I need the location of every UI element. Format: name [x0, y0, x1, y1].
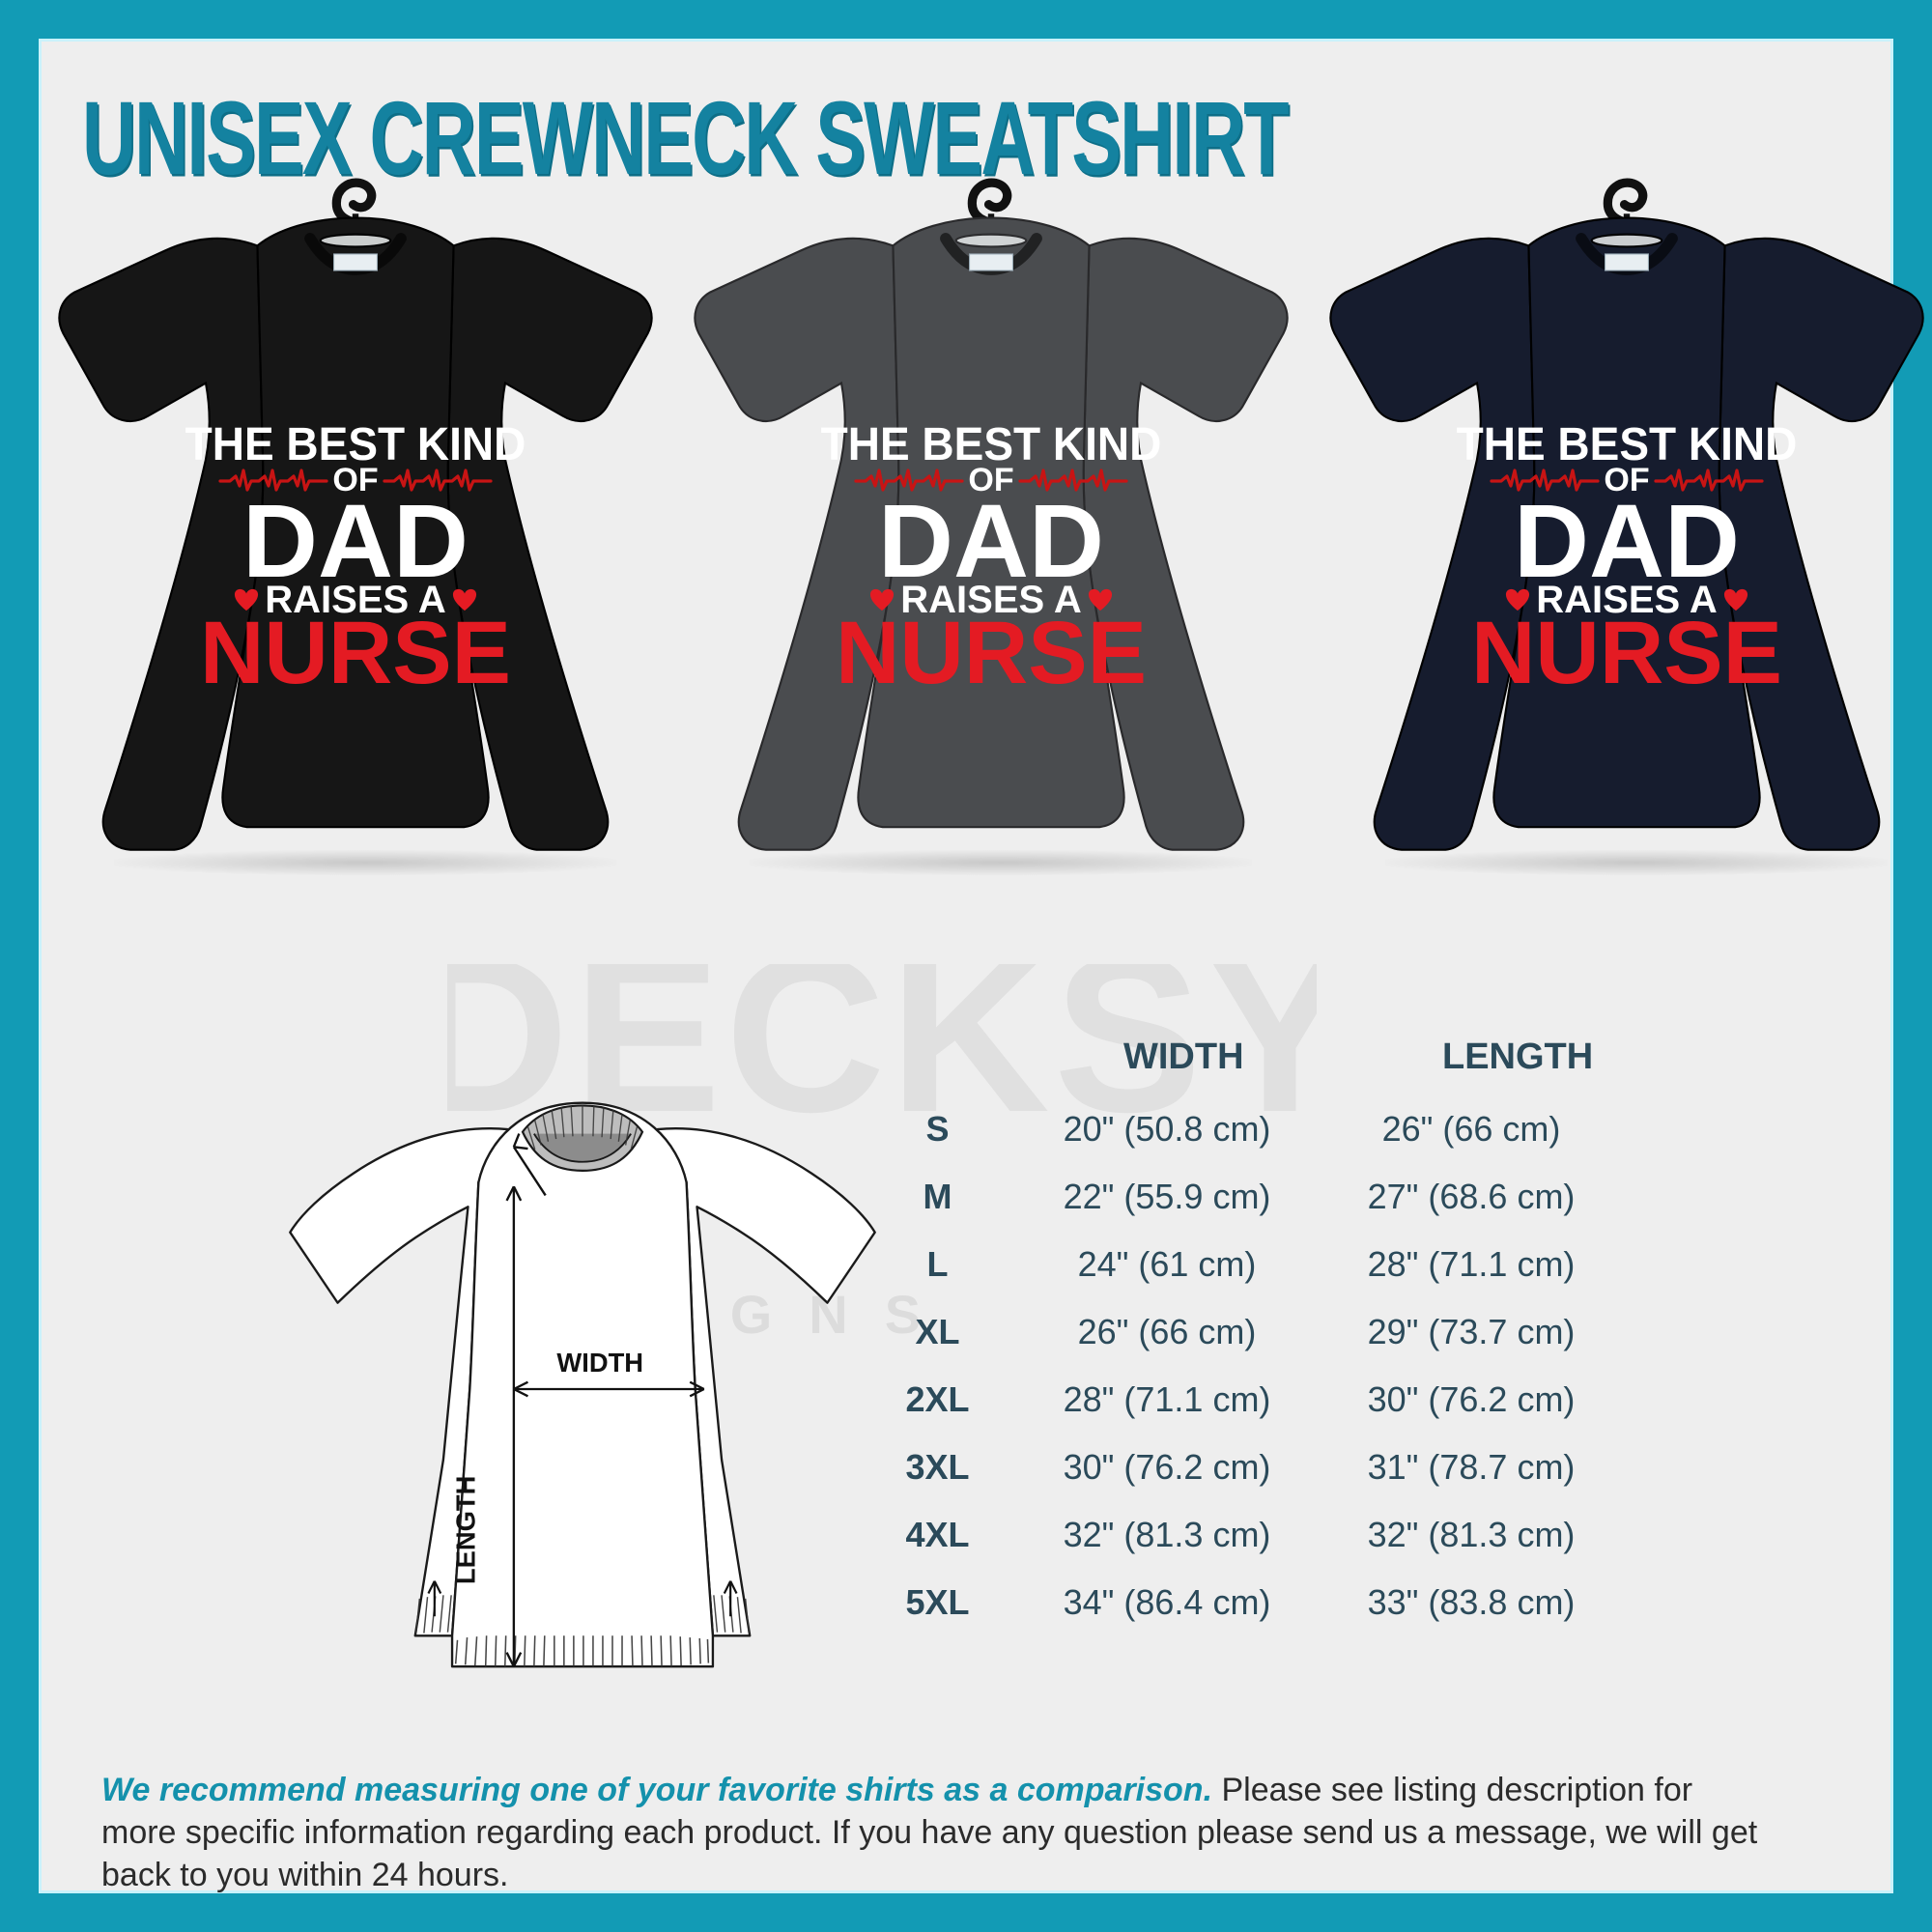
svg-text:WIDTH: WIDTH: [556, 1348, 643, 1378]
svg-text:LENGTH: LENGTH: [451, 1476, 481, 1584]
